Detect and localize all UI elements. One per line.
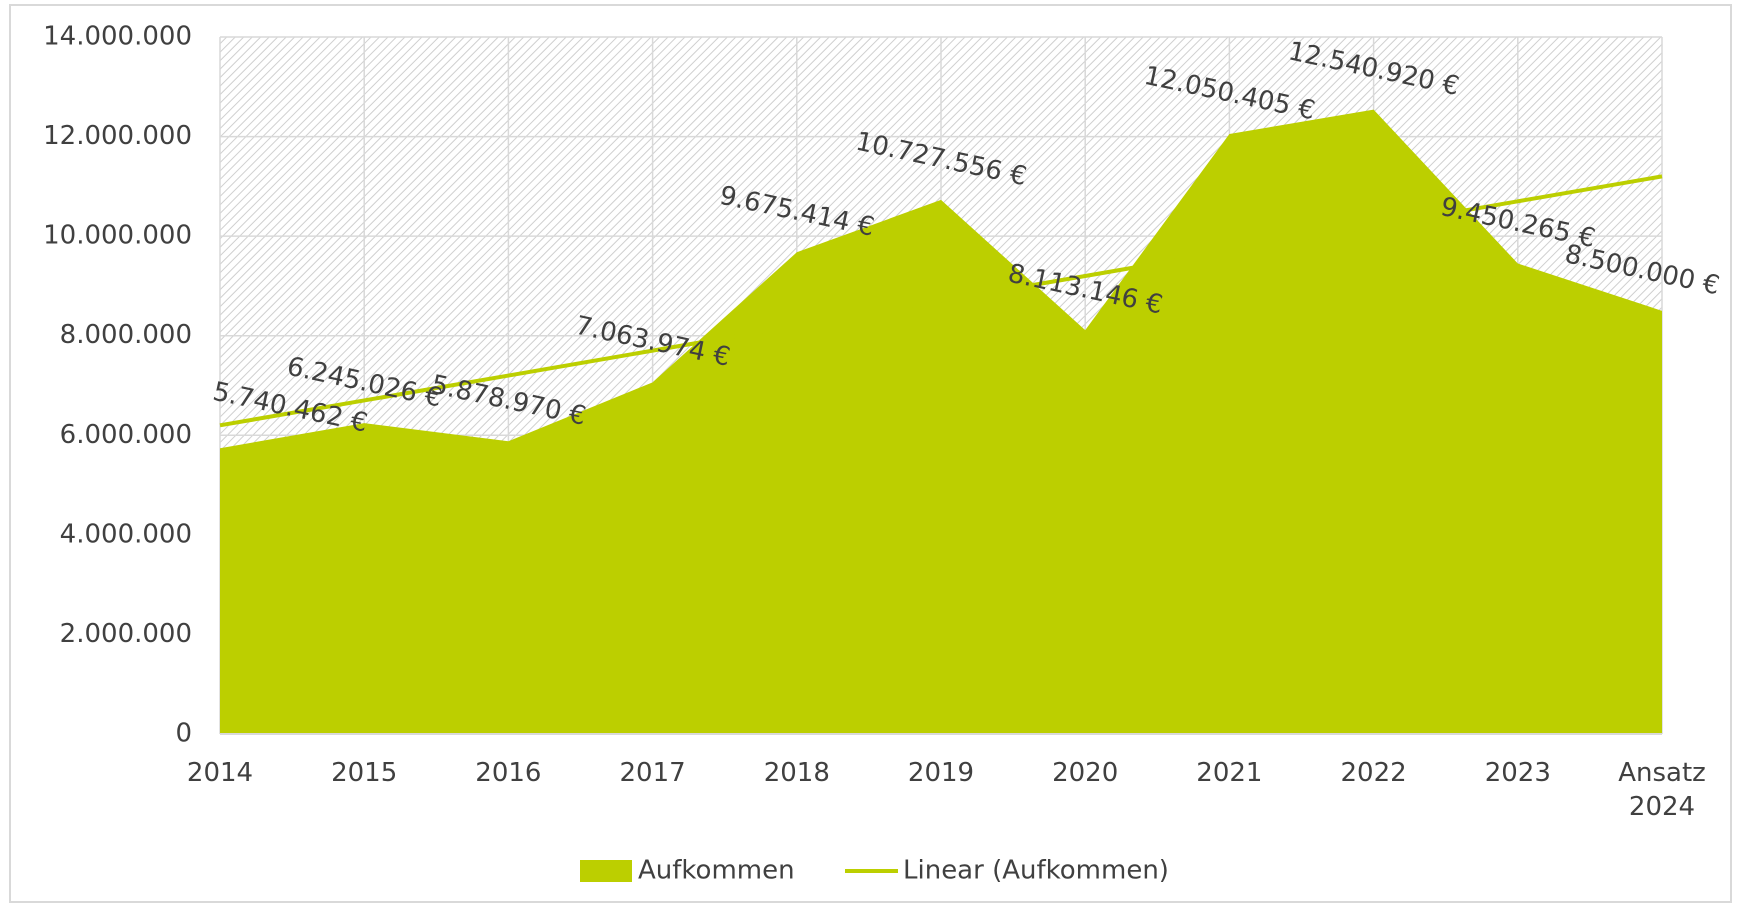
x-tick-label: 2015 [331, 758, 398, 788]
x-tick-label: 2019 [907, 758, 975, 788]
x-tick-label: 2017 [619, 758, 686, 788]
x-tick-label: 2023 [1484, 758, 1551, 788]
y-tick-label: 10.000.000 [43, 221, 192, 251]
y-tick-label: 14.000.000 [43, 22, 192, 52]
x-tick-label: 2022 [1340, 758, 1407, 788]
y-tick-label: 8.000.000 [60, 320, 192, 350]
area [220, 109, 1662, 734]
x-tick-label: Ansatz 2024 [1618, 758, 1706, 822]
y-tick-label: 4.000.000 [60, 519, 192, 549]
x-tick-label: 2014 [186, 758, 254, 788]
y-tick-label: 6.000.000 [60, 420, 192, 450]
legend-label: Aufkommen [638, 856, 795, 886]
x-tick-label: 2016 [475, 758, 542, 788]
y-tick-label: 0 [175, 719, 192, 749]
x-tick-label: 2018 [763, 758, 830, 788]
legend-swatch [580, 860, 632, 882]
chart-border [9, 4, 1732, 903]
legend-label: Linear (Aufkommen) [903, 856, 1169, 886]
y-tick-label: 2.000.000 [60, 619, 192, 649]
x-tick-label: 2021 [1196, 758, 1263, 788]
x-tick-label: 2020 [1052, 758, 1119, 788]
y-tick-label: 12.000.000 [43, 121, 192, 151]
trend-line [219, 174, 1663, 428]
